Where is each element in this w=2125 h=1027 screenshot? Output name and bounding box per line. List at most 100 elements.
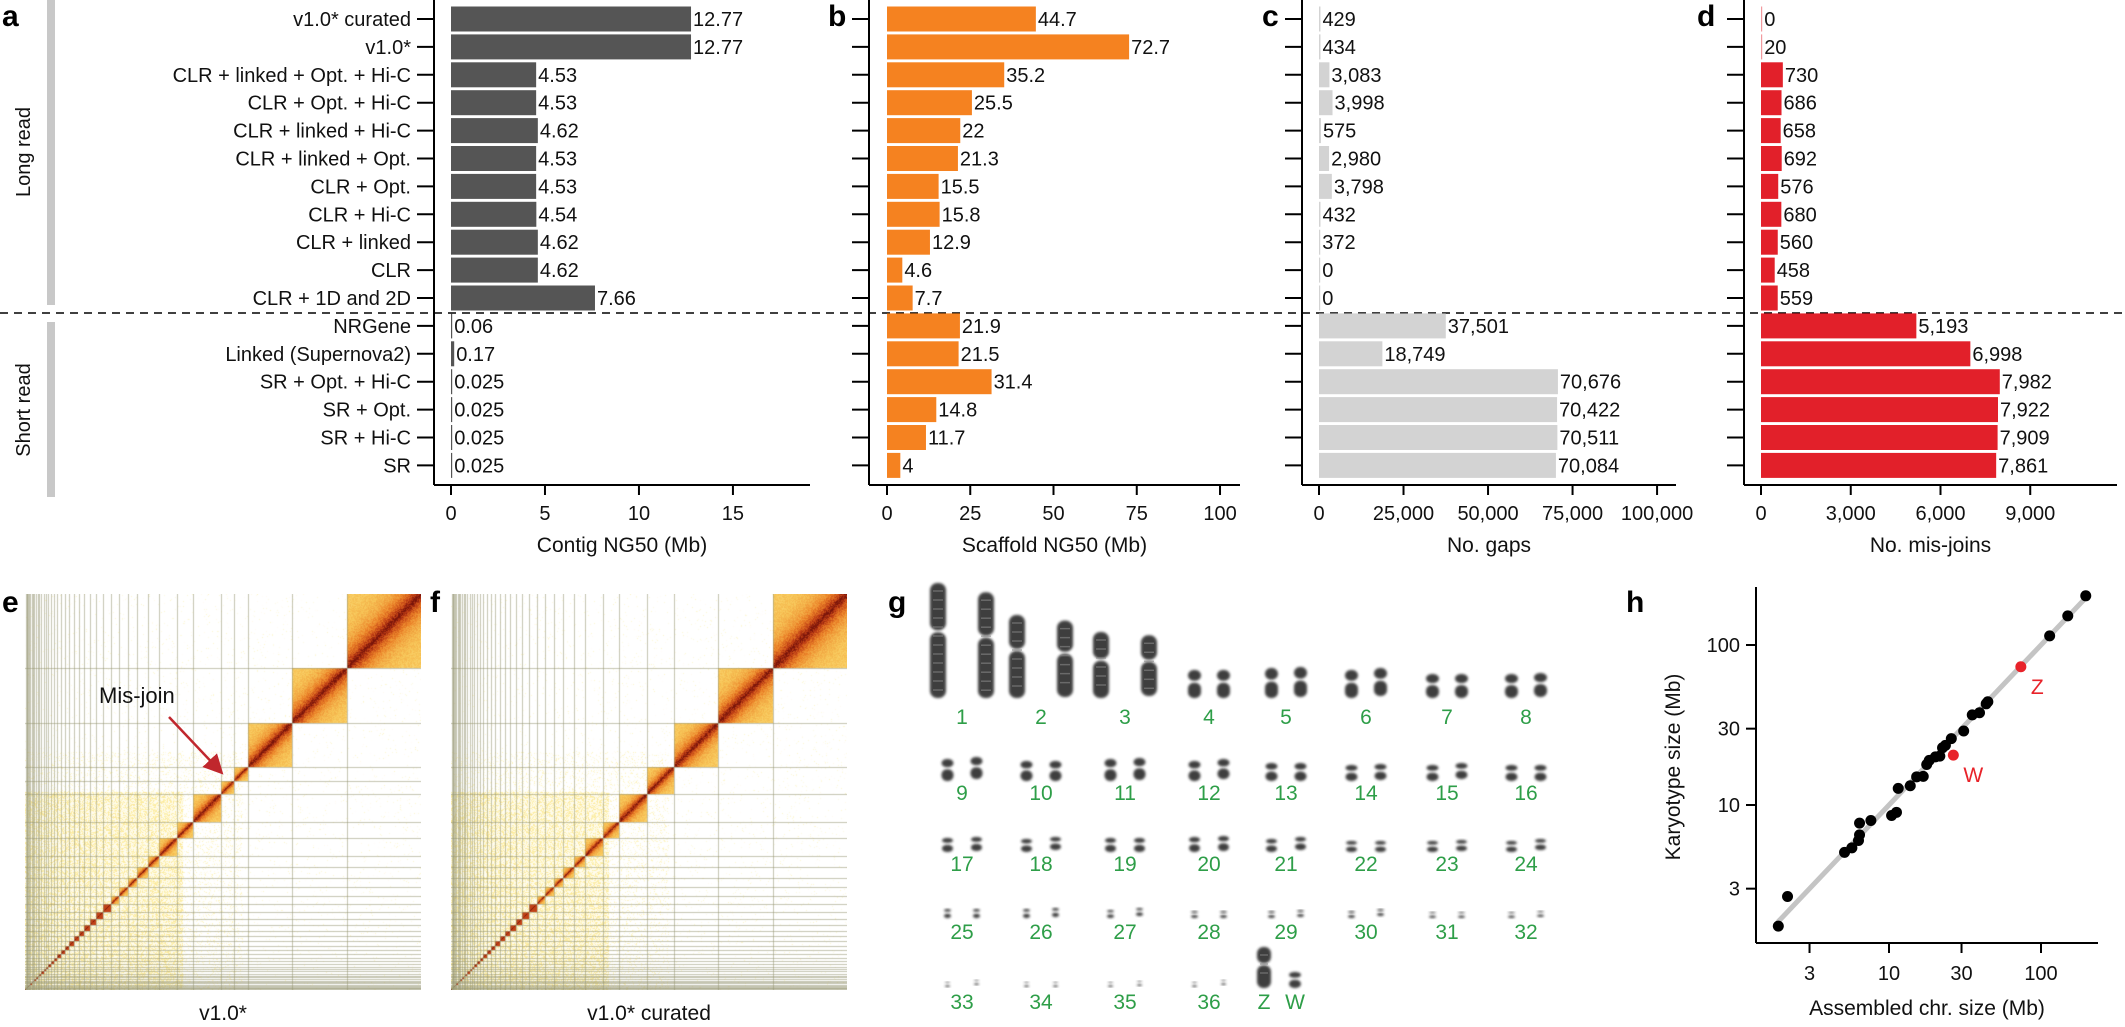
bar-value-label: 21.3 bbox=[960, 149, 999, 171]
bar-value-label: 0 bbox=[1764, 9, 1775, 31]
bar bbox=[887, 452, 901, 478]
data-point-w bbox=[1947, 749, 1959, 761]
bar-value-label: 44.7 bbox=[1038, 9, 1077, 31]
chromatid-arm bbox=[1534, 673, 1547, 683]
chromatid-arm bbox=[1265, 668, 1278, 680]
bar-value-label: 658 bbox=[1783, 121, 1816, 143]
bar-value-label: 3,798 bbox=[1334, 176, 1384, 198]
chromatid-arm bbox=[1218, 836, 1229, 842]
bar-value-label: 680 bbox=[1783, 204, 1816, 226]
chromatid-arm bbox=[1050, 837, 1061, 842]
chromatid-arm bbox=[1505, 685, 1518, 698]
chromosome-pair-32: 32 bbox=[1508, 911, 1544, 944]
bar-value-label: 14.8 bbox=[938, 400, 977, 422]
category-label: CLR + linked bbox=[296, 232, 411, 254]
bar-value-label: 0.025 bbox=[454, 455, 504, 477]
chromatid-arm bbox=[1456, 845, 1467, 851]
chromatid-arm bbox=[1137, 981, 1142, 983]
x-tick-label: 0 bbox=[1313, 503, 1324, 525]
chromatid-arm bbox=[1188, 770, 1201, 781]
bar bbox=[887, 6, 1036, 32]
chromatid-arm bbox=[1295, 843, 1306, 850]
chromosome-label: 10 bbox=[1029, 782, 1052, 805]
bar bbox=[887, 173, 939, 199]
chromosome-label: 36 bbox=[1197, 991, 1220, 1014]
bar bbox=[1761, 146, 1782, 171]
bar bbox=[1319, 285, 1321, 311]
chromatid-arm bbox=[1265, 763, 1278, 770]
bar bbox=[1319, 397, 1558, 423]
category-label: v1.0* curated bbox=[293, 9, 411, 31]
chromosome-label: 33 bbox=[950, 991, 973, 1014]
short-read-group-bar bbox=[47, 322, 55, 497]
chromosome-pair-23: 23 bbox=[1427, 840, 1467, 876]
chromatid-arm bbox=[1294, 680, 1307, 697]
chromatid-arm bbox=[1374, 771, 1387, 780]
bar-value-label: 0.025 bbox=[454, 428, 504, 450]
panel-label-g: g bbox=[888, 586, 906, 619]
bar bbox=[1761, 452, 1997, 478]
data-point bbox=[1854, 817, 1866, 829]
chromatid-arm bbox=[973, 913, 980, 918]
chromosome-label: 28 bbox=[1197, 921, 1220, 944]
chromosome-label: 22 bbox=[1354, 853, 1377, 876]
chromatid-arm bbox=[1537, 914, 1544, 917]
chromatid-arm bbox=[974, 980, 979, 982]
chromatid-arm bbox=[1265, 681, 1278, 698]
x-axis-title: Scaffold NG50 (Mb) bbox=[962, 534, 1147, 557]
bar-value-label: 0.025 bbox=[454, 400, 504, 422]
chromatid-arm bbox=[1108, 985, 1113, 987]
chromatid-arm bbox=[1456, 840, 1467, 844]
bar bbox=[1761, 34, 1763, 60]
bar-value-label: 70,084 bbox=[1558, 455, 1619, 477]
chromatid-arm bbox=[970, 757, 983, 766]
chromatid-arm bbox=[1374, 764, 1387, 770]
category-label: CLR + Opt. bbox=[310, 176, 411, 198]
chromatid-arm bbox=[1429, 912, 1436, 914]
panel-label-f: f bbox=[430, 586, 441, 619]
x-axis-title: Assembled chr. size (Mb) bbox=[1809, 997, 2045, 1020]
chromatid-arm bbox=[1427, 841, 1438, 845]
panel-label-c: c bbox=[1262, 0, 1279, 33]
chromosome-pair-20: 20 bbox=[1189, 836, 1229, 876]
chromatid-arm bbox=[1052, 912, 1059, 917]
bar bbox=[451, 313, 453, 339]
chromosome-label: 4 bbox=[1203, 706, 1215, 729]
bar bbox=[451, 146, 537, 171]
chromatid-arm bbox=[1346, 846, 1357, 852]
chromosome-label: Z bbox=[1258, 991, 1271, 1014]
bar bbox=[887, 146, 958, 171]
chromatid-arm bbox=[1105, 838, 1116, 843]
y-axis-title: Karyotype size (Mb) bbox=[1662, 674, 1685, 861]
bar-value-label: 37,501 bbox=[1448, 316, 1509, 338]
bar bbox=[1761, 90, 1782, 116]
chromatid-arm bbox=[1009, 650, 1025, 698]
data-point bbox=[2044, 630, 2056, 642]
chromatid-arm bbox=[1049, 761, 1062, 769]
chromatid-arm bbox=[1348, 914, 1355, 918]
chromosome-pair-12: 12 bbox=[1188, 759, 1230, 805]
bar bbox=[887, 62, 1005, 88]
bar bbox=[451, 229, 538, 255]
bar-value-label: 0 bbox=[1322, 288, 1333, 310]
category-label: CLR + linked + Opt. + Hi-C bbox=[173, 65, 411, 87]
chromatid-arm bbox=[1455, 770, 1468, 779]
chromatid-arm bbox=[1426, 765, 1439, 771]
chromosome-label: 14 bbox=[1354, 782, 1378, 805]
bar-value-label: 7,982 bbox=[2002, 372, 2052, 394]
chromatid-arm bbox=[1105, 844, 1116, 852]
x-tick-label: 25 bbox=[959, 503, 981, 525]
chromatid-arm bbox=[1024, 985, 1029, 987]
scatter-chart: 3 10 30 100 3 10 30 100 Assembled chr. size (Mb)… bbox=[1662, 587, 2098, 1020]
long-read-label: Long read bbox=[13, 107, 35, 197]
chromatid-arm bbox=[970, 767, 983, 779]
bar-value-label: 12.77 bbox=[693, 9, 743, 31]
chromosome-pair-14: 14 bbox=[1345, 764, 1387, 805]
chromatid-arm bbox=[1505, 772, 1518, 781]
category-label: CLR + linked + Hi-C bbox=[233, 121, 411, 143]
x-tick-label: 9,000 bbox=[2005, 503, 2055, 525]
data-point bbox=[1904, 780, 1916, 792]
chromatid-arm bbox=[1375, 841, 1386, 845]
chromatid-arm bbox=[1427, 846, 1438, 852]
chromatid-arm bbox=[1426, 685, 1439, 698]
